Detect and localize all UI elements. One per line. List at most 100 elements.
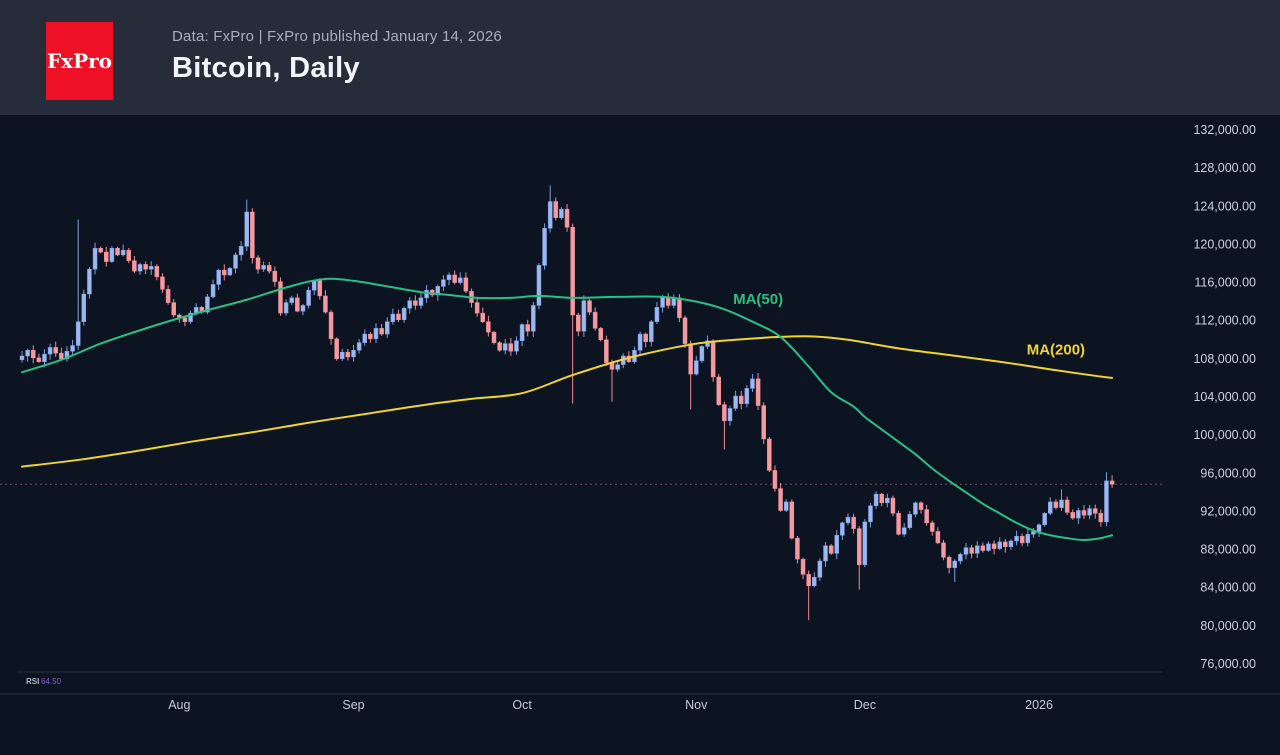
- candle-body: [862, 521, 868, 566]
- ma200-label: MA(200): [1027, 341, 1085, 358]
- candle-body: [1053, 501, 1059, 508]
- candle: [1104, 472, 1109, 527]
- candle-body: [974, 545, 980, 554]
- candle-body: [283, 302, 289, 314]
- candle: [182, 316, 188, 327]
- candle: [368, 332, 373, 343]
- candle: [115, 246, 120, 257]
- candle-body: [295, 297, 300, 312]
- header-text: Data: FxPro | FxPro published January 14…: [172, 28, 502, 85]
- candle: [53, 341, 58, 358]
- candle-body: [991, 543, 997, 549]
- candle: [935, 527, 941, 545]
- candle-body: [525, 324, 530, 332]
- candle-body: [120, 249, 126, 256]
- candle: [581, 295, 587, 337]
- y-axis-label: 112,000.00: [1194, 314, 1256, 328]
- candle-body: [812, 576, 817, 587]
- candle-body: [47, 347, 53, 355]
- candle: [379, 324, 384, 336]
- candle-body: [598, 328, 604, 341]
- candle-body: [946, 556, 952, 568]
- candle-body: [986, 543, 991, 551]
- candle: [238, 240, 244, 261]
- candle-body: [738, 395, 744, 404]
- candle-body: [890, 497, 896, 514]
- candle-body: [92, 247, 98, 270]
- x-axis-label: Nov: [685, 698, 708, 712]
- candle-body: [1019, 535, 1025, 544]
- candle-body: [1003, 541, 1008, 547]
- candle: [497, 341, 502, 352]
- candle-body: [1059, 499, 1064, 508]
- candle: [250, 208, 255, 264]
- rsi-value: 64.50: [41, 677, 62, 686]
- candle-body: [840, 522, 845, 536]
- candle-body: [413, 300, 418, 306]
- candle-body: [907, 514, 913, 528]
- candle: [188, 310, 193, 324]
- candle: [783, 499, 789, 512]
- candle-body: [559, 208, 564, 218]
- candle-body: [188, 312, 193, 322]
- candle: [531, 301, 536, 337]
- candle: [1053, 499, 1059, 510]
- candle-body: [800, 558, 806, 575]
- candle-body: [25, 350, 30, 357]
- candle: [1008, 539, 1014, 550]
- candle: [941, 539, 946, 561]
- candle-body: [677, 297, 682, 319]
- candle-body: [930, 522, 935, 532]
- candle-body: [744, 388, 750, 404]
- candle: [255, 255, 261, 274]
- candle: [834, 529, 840, 560]
- candle-body: [682, 317, 688, 344]
- candle-body: [42, 353, 47, 362]
- candle: [160, 273, 165, 293]
- candle: [974, 541, 980, 558]
- candle-body: [778, 488, 783, 511]
- candle-body: [418, 297, 424, 306]
- candle-body: [783, 501, 789, 511]
- candle: [233, 252, 238, 274]
- candle: [952, 559, 958, 582]
- candle-body: [587, 300, 592, 313]
- candle: [104, 246, 109, 267]
- candle: [491, 330, 497, 345]
- candle: [98, 246, 103, 254]
- candle-body: [873, 494, 879, 506]
- candle-body: [918, 502, 924, 510]
- candle-body: [75, 321, 81, 346]
- candle: [171, 299, 176, 318]
- candle-body: [531, 305, 536, 332]
- candle: [873, 491, 879, 509]
- candle: [1076, 507, 1081, 524]
- candle-body: [238, 246, 244, 256]
- candle-body: [126, 249, 132, 261]
- candle-body: [87, 268, 92, 295]
- candle-body: [424, 289, 429, 299]
- candle-body: [458, 277, 463, 283]
- candle-body: [868, 505, 873, 523]
- candle: [266, 262, 272, 274]
- candle: [722, 401, 727, 450]
- candle: [1070, 509, 1076, 520]
- candle-body: [564, 208, 570, 228]
- candle: [778, 483, 783, 512]
- ma50-label: MA(50): [733, 291, 783, 308]
- candle: [845, 513, 851, 526]
- candle: [564, 204, 570, 232]
- candle: [744, 385, 750, 408]
- candle: [396, 309, 401, 323]
- candle-body: [502, 343, 508, 351]
- candle: [384, 317, 390, 339]
- candle: [1092, 504, 1098, 519]
- candle-body: [1064, 499, 1070, 513]
- candle: [81, 289, 87, 326]
- candle-body: [143, 264, 148, 270]
- candle: [300, 304, 306, 316]
- candle-body: [553, 201, 559, 218]
- y-axis-label: 124,000.00: [1193, 199, 1256, 213]
- candle-body: [1087, 508, 1092, 516]
- candle: [1048, 497, 1053, 516]
